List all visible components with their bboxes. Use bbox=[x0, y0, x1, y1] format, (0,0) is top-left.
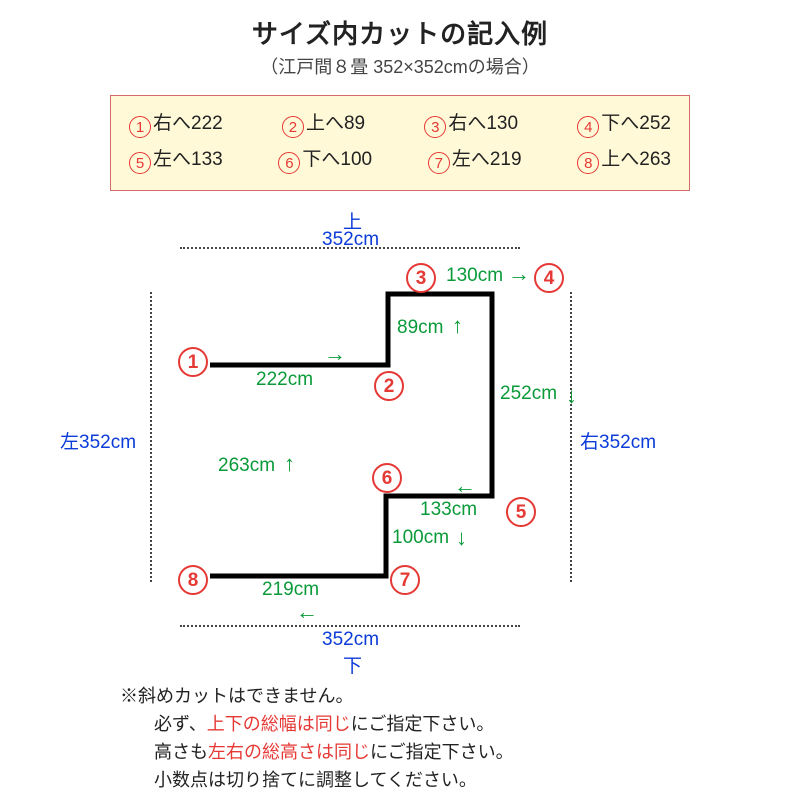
node-8: 8 bbox=[178, 565, 208, 595]
footer-notes: ※斜めカットはできません。 必ず、上下の総幅は同じにご指定下さい。 高さも左右の… bbox=[120, 683, 800, 795]
footer-line-3: 高さも左右の総高さは同じにご指定下さい。 bbox=[120, 739, 800, 767]
circle-number-icon: 3 bbox=[424, 116, 446, 138]
legend-item: 6下へ100 bbox=[278, 142, 372, 178]
legend-text: 右へ130 bbox=[448, 113, 518, 134]
footer-emphasis: 左右の総高さは同じ bbox=[208, 742, 370, 762]
footer-text: にご指定下さい。 bbox=[351, 714, 495, 734]
legend-item: 2上へ89 bbox=[282, 106, 365, 142]
footer-emphasis: 上下の総幅は同じ bbox=[207, 714, 351, 734]
cut-path bbox=[0, 197, 800, 677]
legend-item: 4下へ252 bbox=[577, 106, 671, 142]
legend-text: 上へ89 bbox=[306, 113, 365, 134]
legend-row-2: 5左へ133 6下へ100 7左へ219 8上へ263 bbox=[129, 142, 671, 178]
legend-text: 下へ100 bbox=[302, 149, 372, 170]
legend-text: 左へ219 bbox=[452, 149, 522, 170]
seg-8-label: 263cm bbox=[218, 455, 275, 477]
node-2: 2 bbox=[374, 371, 404, 401]
node-7: 7 bbox=[390, 565, 420, 595]
footer-text: にご指定下さい。 bbox=[370, 742, 514, 762]
circle-number-icon: 8 bbox=[577, 152, 599, 174]
seg-2-label: 89cm bbox=[397, 317, 443, 339]
arrow-down-icon: ↓ bbox=[456, 527, 467, 549]
footer-line-2: 必ず、上下の総幅は同じにご指定下さい。 bbox=[120, 711, 800, 739]
footer-text: 高さも bbox=[154, 742, 208, 762]
arrow-left-icon: ← bbox=[296, 601, 318, 623]
cut-diagram: 上 352cm 352cm 下 左352cm 右352cm 222cm → 89… bbox=[0, 197, 800, 677]
footer-text: 必ず、 bbox=[154, 714, 207, 734]
footer-line-4: 小数点は切り捨てに調整してください。 bbox=[120, 767, 800, 795]
circle-number-icon: 5 bbox=[129, 152, 151, 174]
legend-text: 左へ133 bbox=[153, 149, 223, 170]
seg-4-label: 252cm bbox=[500, 383, 557, 405]
arrow-up-icon: ↑ bbox=[284, 453, 295, 475]
legend-item: 3右へ130 bbox=[424, 106, 518, 142]
circle-number-icon: 7 bbox=[428, 152, 450, 174]
legend-text: 下へ252 bbox=[601, 113, 671, 134]
seg-1-label: 222cm bbox=[256, 369, 313, 391]
arrow-up-icon: ↑ bbox=[452, 315, 463, 337]
legend-text: 上へ263 bbox=[601, 149, 671, 170]
footer-line-1: ※斜めカットはできません。 bbox=[120, 683, 800, 711]
legend-item: 8上へ263 bbox=[577, 142, 671, 178]
arrow-down-icon: ↓ bbox=[566, 385, 577, 407]
arrow-right-icon: → bbox=[324, 343, 346, 365]
circle-number-icon: 6 bbox=[278, 152, 300, 174]
seg-7-label: 219cm bbox=[262, 579, 319, 601]
page-subtitle: （江戸間８畳 352×352cmの場合） bbox=[0, 53, 800, 79]
legend-item: 7左へ219 bbox=[428, 142, 522, 178]
node-4: 4 bbox=[534, 263, 564, 293]
seg-6-label: 100cm bbox=[392, 527, 449, 549]
legend-box: 1右へ222 2上へ89 3右へ130 4下へ252 5左へ133 6下へ100… bbox=[110, 95, 690, 191]
node-1: 1 bbox=[178, 347, 208, 377]
legend-item: 1右へ222 bbox=[129, 106, 223, 142]
legend-text: 右へ222 bbox=[153, 113, 223, 134]
circle-number-icon: 4 bbox=[577, 116, 599, 138]
arrow-left-icon: ← bbox=[454, 475, 476, 497]
circle-number-icon: 2 bbox=[282, 116, 304, 138]
circle-number-icon: 1 bbox=[129, 116, 151, 138]
legend-row-1: 1右へ222 2上へ89 3右へ130 4下へ252 bbox=[129, 106, 671, 142]
legend-item: 5左へ133 bbox=[129, 142, 223, 178]
node-5: 5 bbox=[506, 497, 536, 527]
seg-3-label: 130cm bbox=[446, 265, 503, 287]
page-title: サイズ内カットの記入例 bbox=[0, 0, 800, 51]
node-6: 6 bbox=[372, 463, 402, 493]
node-3: 3 bbox=[406, 263, 436, 293]
arrow-right-icon: → bbox=[508, 263, 530, 285]
seg-5-label: 133cm bbox=[420, 499, 477, 521]
